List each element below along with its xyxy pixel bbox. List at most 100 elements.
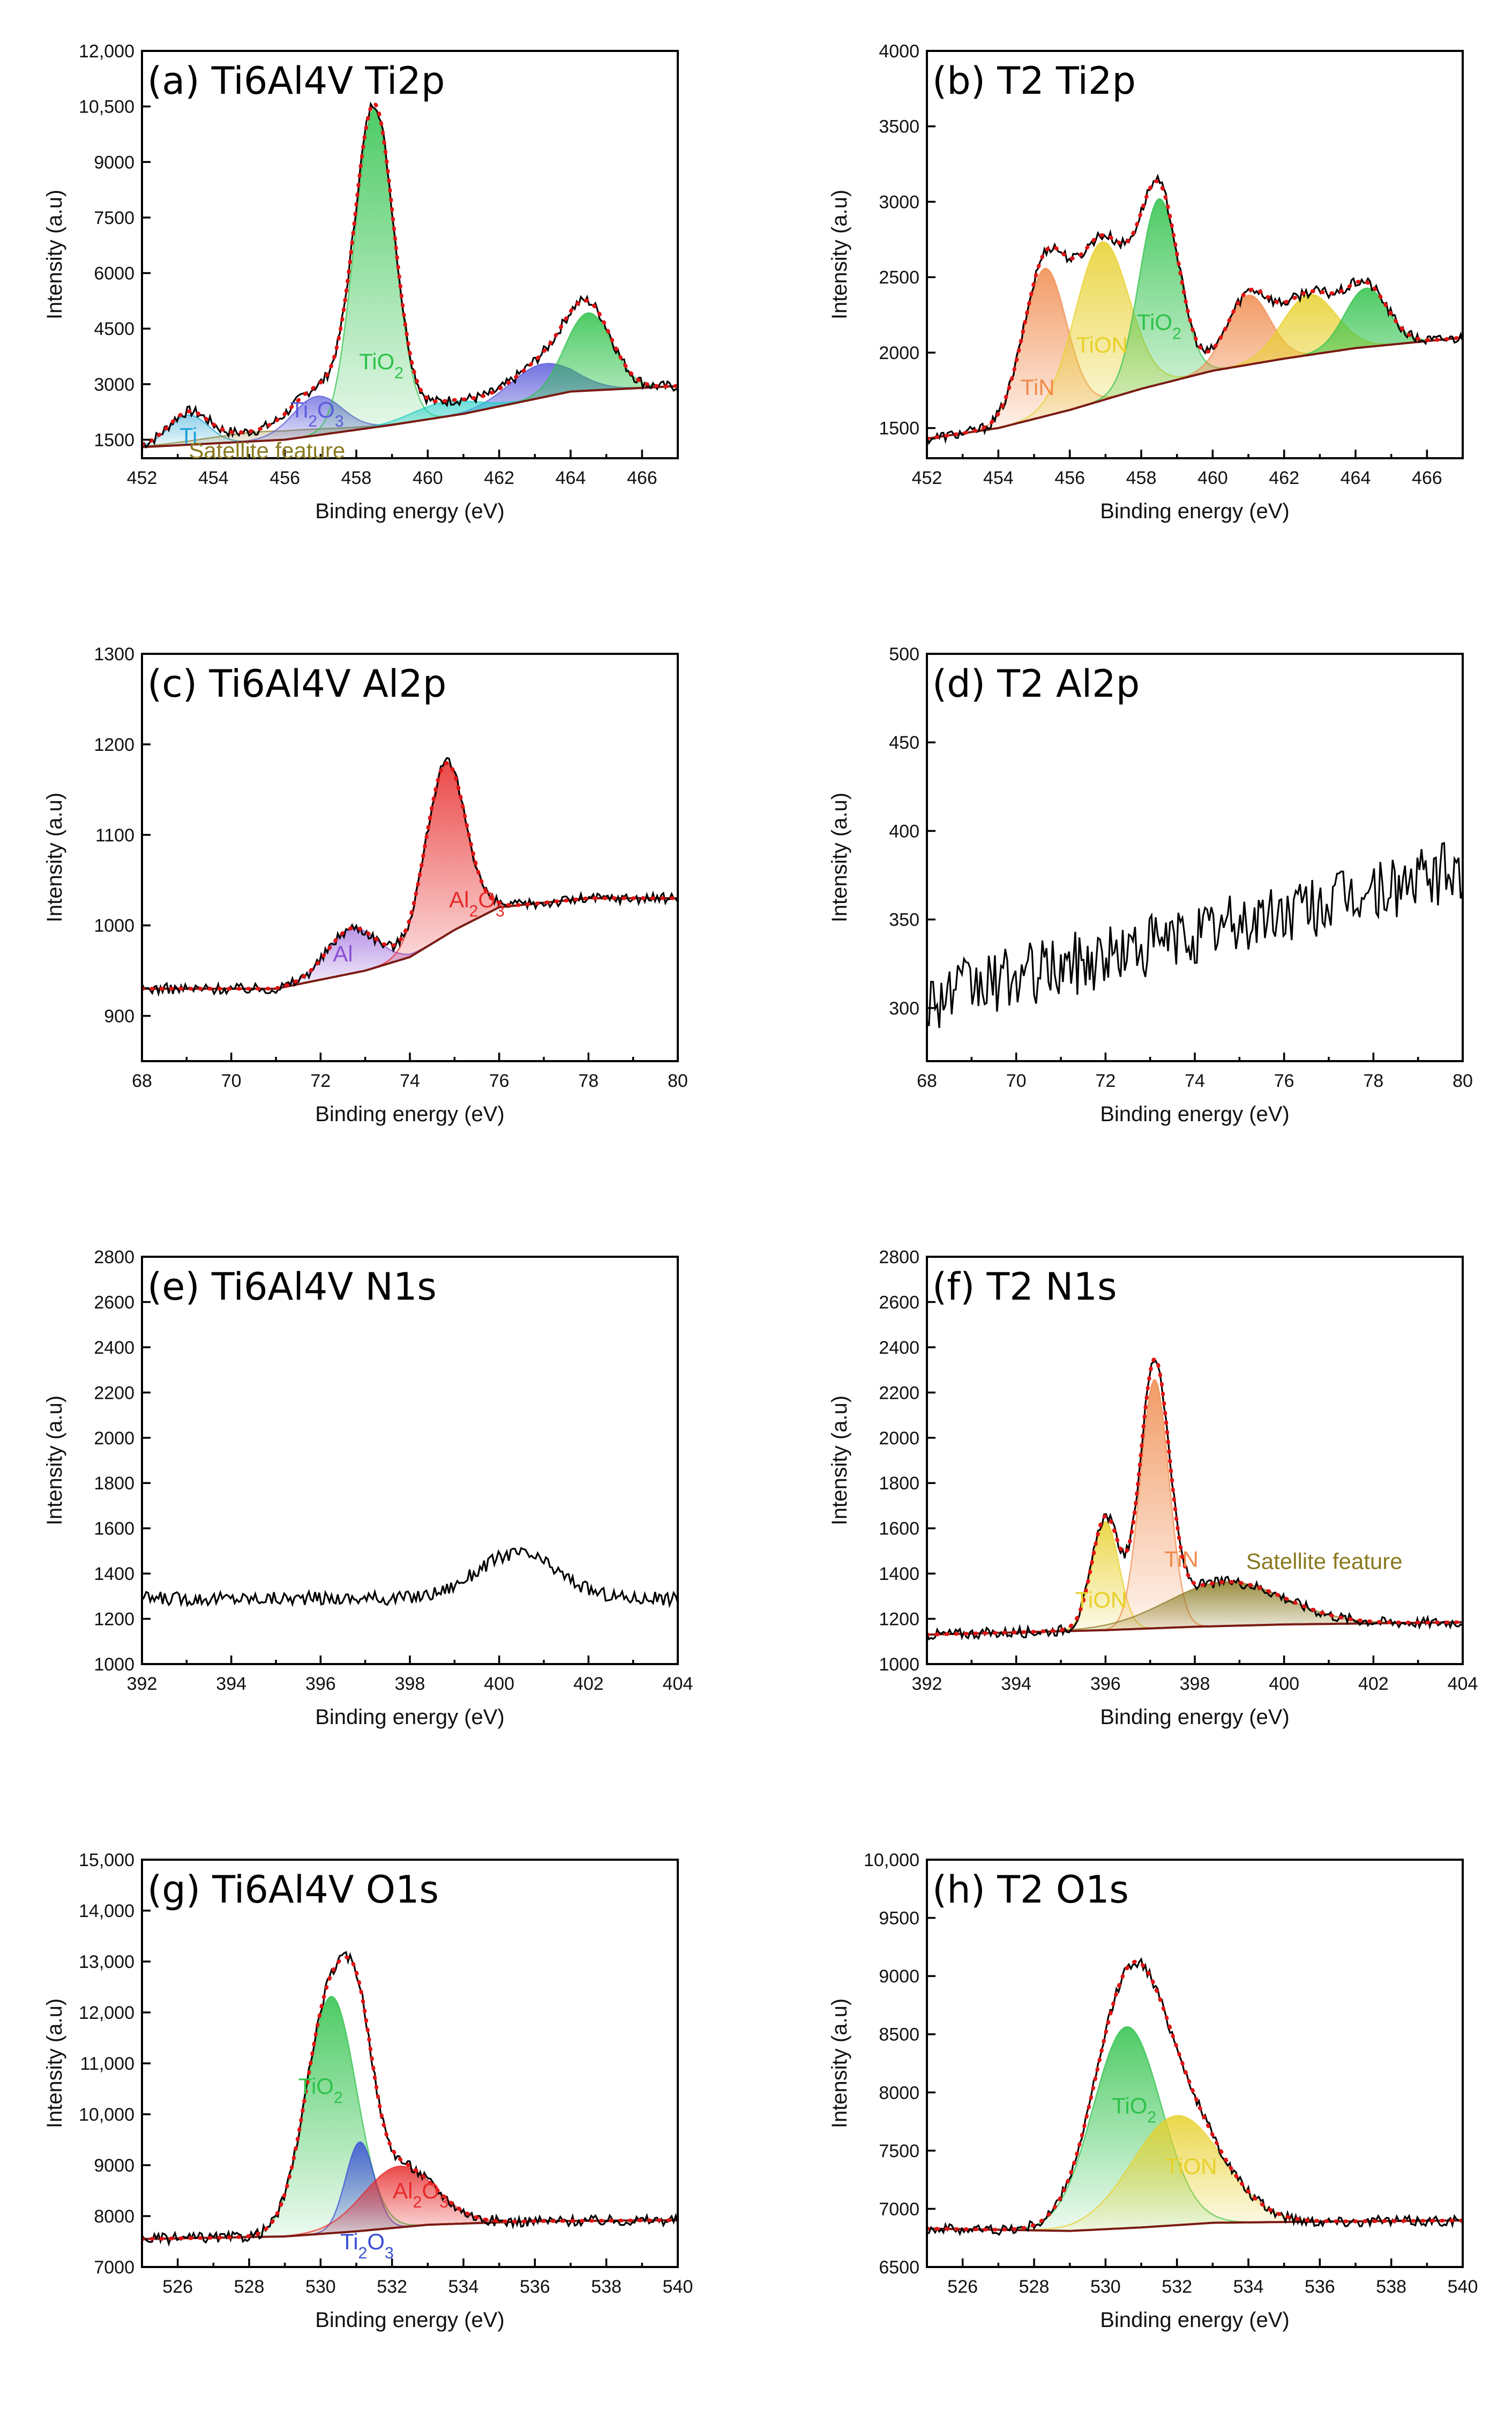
peak-label: Satellite feature: [189, 438, 345, 463]
y-tick-label: 8000: [94, 2206, 134, 2227]
x-tick-label: 534: [448, 2277, 479, 2297]
x-tick-label: 540: [663, 2277, 693, 2297]
x-tick-label: 404: [663, 1674, 693, 1694]
plot-area-a: [142, 101, 678, 449]
fit-envelope-c: [142, 760, 678, 991]
y-tick-label: 1200: [94, 1609, 134, 1630]
x-tick-label: 526: [947, 2277, 978, 2297]
raw-spectrum-h: [927, 1957, 1463, 2236]
x-tick-label: 78: [1363, 1071, 1383, 1091]
y-tick-label: 9000: [94, 2156, 134, 2176]
y-tick-label: 1500: [879, 419, 919, 439]
x-tick-label: 452: [912, 468, 942, 488]
x-tick-label: 402: [1358, 1674, 1389, 1694]
y-tick-label: 8500: [879, 2025, 919, 2045]
x-tick-label: 394: [216, 1674, 246, 1694]
peak-label: Ti2O3: [340, 2229, 394, 2262]
y-tick-label: 1000: [879, 1654, 919, 1675]
y-tick-label: 2400: [879, 1338, 919, 1358]
x-tick-label: 392: [912, 1674, 942, 1694]
y-tick-label: 2000: [94, 1428, 134, 1449]
y-axis-title: Intensity (a.u): [828, 793, 851, 922]
x-tick-label: 528: [234, 2277, 265, 2297]
panel-d: 68 70 72 74 76 78 80 300 350 400 450 500 Binding ene…: [828, 644, 1473, 1126]
y-axis-title: Intensity (a.u): [828, 190, 851, 319]
x-tick-label: 538: [591, 2277, 622, 2297]
y-axis-title: Intensity (a.u): [43, 1396, 66, 1525]
x-axis-title: Binding energy (eV): [315, 499, 505, 523]
x-tick-label: 536: [520, 2277, 550, 2297]
y-tick-label: 300: [889, 998, 919, 1019]
y-tick-label: 2600: [879, 1292, 919, 1313]
y-tick-label: 2500: [879, 267, 919, 288]
peak-label: TiO2: [1137, 310, 1181, 343]
y-tick-label: 1200: [94, 735, 134, 755]
x-tick-label: 528: [1019, 2277, 1050, 2297]
y-tick-label: 7500: [879, 2141, 919, 2161]
y-tick-label: 2200: [879, 1383, 919, 1403]
y-tick-label: 2400: [94, 1338, 134, 1358]
y-tick-label: 1400: [94, 1564, 134, 1584]
y-tick-label: 400: [889, 821, 919, 841]
x-tick-label: 462: [484, 468, 514, 488]
panel-g: 526 528 530 532 534 536 538 540 7000 8000 9000 10,0…: [43, 1850, 693, 2332]
x-tick-label: 78: [578, 1071, 598, 1091]
plot-area-b: [927, 174, 1463, 445]
peak-label: Al2O3: [393, 2178, 448, 2211]
y-tick-label: 1000: [94, 916, 134, 936]
y-tick-label: 4000: [879, 41, 919, 62]
x-tick-label: 530: [1090, 2277, 1121, 2297]
component-peak-c-1: [142, 762, 678, 990]
peak-label: Satellite feature: [1246, 1549, 1403, 1574]
panel-b: 452 454 456 458 460 462 464 466 1500 2000 2500 3000…: [828, 41, 1464, 523]
peak-label: Ti2O3: [290, 397, 344, 430]
x-tick-label: 458: [1126, 468, 1157, 488]
raw-spectrum-e: [142, 1547, 678, 1608]
peak-label: TiO2: [298, 2074, 343, 2107]
y-tick-label: 1800: [94, 1473, 134, 1494]
y-axis-title: Intensity (a.u): [43, 793, 66, 922]
component-peak-a-3: [142, 108, 678, 448]
axes-frame-h: [926, 1859, 1464, 2268]
x-axis-title: Binding energy (eV): [315, 1102, 505, 1126]
y-tick-label: 8000: [879, 2083, 919, 2103]
panel-e: 392 394 396 398 400 402 404 1000 1200 1400 1600 180…: [43, 1247, 693, 1729]
x-tick-label: 532: [377, 2277, 407, 2297]
y-tick-label: 6000: [94, 264, 134, 284]
fit-envelope-a: [142, 101, 678, 446]
y-tick-label: 1600: [94, 1519, 134, 1539]
peak-label: Ti: [179, 423, 197, 448]
x-tick-label: 72: [310, 1071, 331, 1091]
x-tick-label: 536: [1305, 2277, 1335, 2297]
x-tick-label: 466: [1412, 468, 1442, 488]
x-tick-label: 532: [1162, 2277, 1192, 2297]
y-tick-label: 3000: [879, 192, 919, 212]
y-axis-title: Intensity (a.u): [43, 190, 66, 319]
x-tick-label: 80: [668, 1071, 688, 1091]
y-tick-label: 13,000: [79, 1952, 134, 1972]
axes-frame-a: [141, 50, 679, 459]
x-tick-label: 462: [1269, 468, 1299, 488]
y-tick-label: 900: [104, 1006, 134, 1027]
y-tick-label: 9500: [879, 1908, 919, 1929]
x-tick-label: 464: [1341, 468, 1371, 488]
x-tick-label: 526: [162, 2277, 193, 2297]
plot-area-e: [142, 1547, 678, 1608]
fit-envelope-f: [927, 1356, 1463, 1637]
x-tick-label: 538: [1376, 2277, 1406, 2297]
x-tick-label: 460: [413, 468, 443, 488]
y-tick-label: 500: [889, 644, 919, 665]
fit-envelope-b: [927, 179, 1463, 441]
peak-label: TiO2: [1112, 2093, 1156, 2126]
y-tick-label: 7000: [879, 2199, 919, 2219]
x-tick-label: 76: [489, 1071, 510, 1091]
plot-area-h: [927, 1957, 1463, 2236]
y-tick-label: 14,000: [79, 1901, 134, 1921]
x-tick-label: 456: [270, 468, 300, 488]
peak-label: TiON: [1075, 1587, 1127, 1612]
x-tick-label: 80: [1453, 1071, 1473, 1091]
x-tick-label: 74: [1185, 1071, 1205, 1091]
y-tick-label: 6500: [879, 2257, 919, 2278]
x-tick-label: 452: [127, 468, 158, 488]
